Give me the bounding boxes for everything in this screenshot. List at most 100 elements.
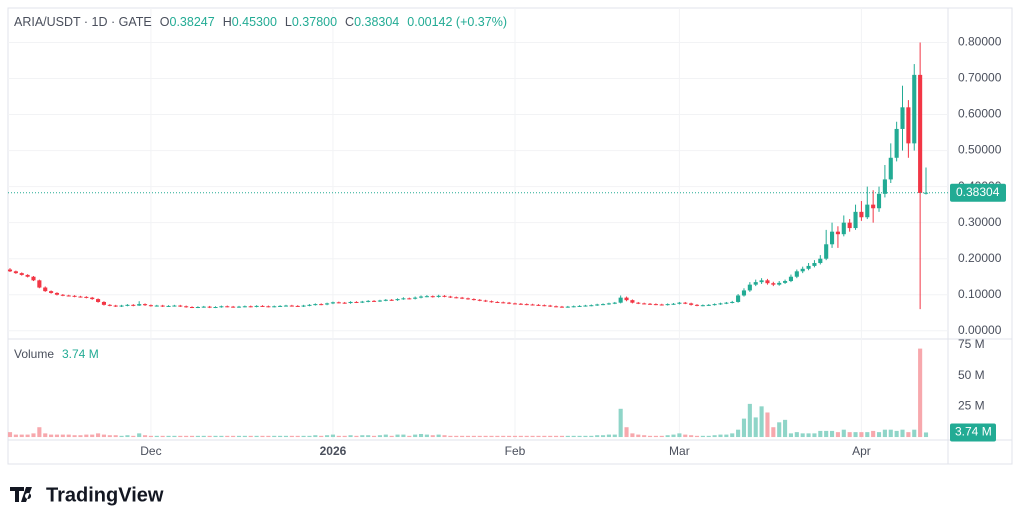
volume-bar	[753, 417, 758, 438]
candle-body	[248, 306, 253, 308]
candle-body	[788, 276, 794, 282]
y-tick-label: 0.10000	[958, 287, 1002, 301]
volume-tick-label: 25 M	[958, 399, 985, 413]
volume-bar	[418, 433, 424, 438]
volume-bar	[548, 435, 553, 438]
volume-bar	[882, 429, 887, 438]
volume-bar	[595, 435, 600, 438]
volume-tag-label: 3.74 M	[955, 425, 992, 439]
volume-bar	[495, 435, 500, 438]
volume-bar	[507, 435, 512, 438]
candle-body	[888, 157, 893, 180]
candle-body	[19, 273, 24, 275]
volume-bar	[401, 434, 406, 438]
volume-bar	[583, 435, 588, 438]
candle-body	[818, 258, 823, 264]
candle-body	[571, 306, 576, 308]
volume-bar	[765, 412, 770, 438]
x-tick-label: Feb	[505, 444, 526, 458]
candle-body	[442, 295, 447, 297]
candle-body	[530, 304, 535, 306]
volume-bar	[518, 435, 523, 438]
candle-body	[477, 299, 482, 301]
volume-bar	[824, 430, 829, 438]
volume-bar	[454, 435, 459, 438]
candle-body	[430, 296, 435, 298]
candle-body	[653, 304, 658, 306]
candle-body	[137, 304, 142, 306]
volume-bar	[236, 435, 242, 438]
candle-body	[718, 303, 723, 305]
candle-body	[900, 107, 905, 129]
symbol: ARIA/USDT · 1D · GATE	[14, 15, 152, 29]
volume-bar	[166, 435, 171, 438]
candle-body	[25, 274, 30, 277]
candle-body	[201, 306, 206, 308]
volume-bar	[213, 435, 218, 438]
candle-body	[518, 303, 523, 305]
candle-body	[189, 307, 195, 309]
candle-body	[395, 299, 400, 301]
volume-bar	[559, 435, 565, 438]
candle-body	[172, 305, 177, 307]
volume-bar	[606, 434, 611, 438]
candle-body	[371, 300, 377, 302]
candle-body	[13, 271, 18, 274]
candle-body	[777, 282, 782, 285]
volume-bar	[242, 435, 247, 438]
grid	[8, 8, 948, 440]
volume-bar	[254, 435, 259, 438]
volume-bar	[354, 435, 359, 438]
candle-body	[231, 306, 236, 308]
candle-body	[330, 302, 336, 304]
volume-bar	[283, 435, 289, 438]
candle-body	[683, 302, 688, 304]
candle-body	[460, 297, 465, 299]
candle-body	[501, 302, 506, 304]
volume-bar	[683, 434, 688, 438]
volume-bar	[360, 435, 365, 438]
volume-bar	[31, 433, 36, 438]
candle-body	[319, 304, 324, 306]
volume-bar	[413, 434, 418, 438]
ohlc-key: L	[285, 15, 292, 29]
volume-bar	[923, 432, 929, 438]
candle-body	[706, 304, 711, 306]
volume-bar	[37, 427, 42, 438]
candle-body	[565, 306, 570, 308]
candle-body	[841, 222, 846, 235]
candle-body	[236, 306, 242, 308]
candle-body	[448, 296, 453, 298]
volume-bar	[677, 433, 682, 438]
volume-bar	[876, 432, 882, 438]
ohlc-value: 0.38304	[354, 15, 399, 29]
legend: ARIA/USDT · 1D · GATE O0.38247 H0.45300 L0.…	[14, 15, 507, 29]
logo-icon	[10, 487, 32, 502]
y-tick-label: 0.00000	[958, 323, 1002, 337]
volume-bar	[512, 435, 518, 438]
candle-body	[794, 271, 799, 277]
candle-body	[207, 306, 212, 308]
candle-body	[894, 128, 899, 158]
volume-bar	[19, 434, 24, 438]
volume-bar	[465, 435, 471, 438]
candle-body	[753, 282, 758, 285]
candle-body	[542, 305, 547, 307]
candle-body	[724, 302, 729, 304]
volume-bar	[571, 435, 576, 438]
candle-body	[7, 269, 13, 272]
volume-bar	[25, 434, 30, 438]
candle-body	[771, 283, 776, 285]
candle-body	[242, 306, 247, 308]
candle-body	[677, 302, 682, 304]
volume-bar	[195, 435, 200, 438]
candle-body	[835, 231, 840, 235]
candle-body	[424, 296, 429, 298]
candle-body	[906, 107, 911, 144]
volume-bar	[60, 434, 65, 438]
candle-body	[454, 297, 459, 299]
volume-bar	[694, 435, 700, 438]
volume-bar	[847, 432, 852, 438]
candle-body	[471, 299, 476, 301]
candle-body	[266, 306, 271, 308]
